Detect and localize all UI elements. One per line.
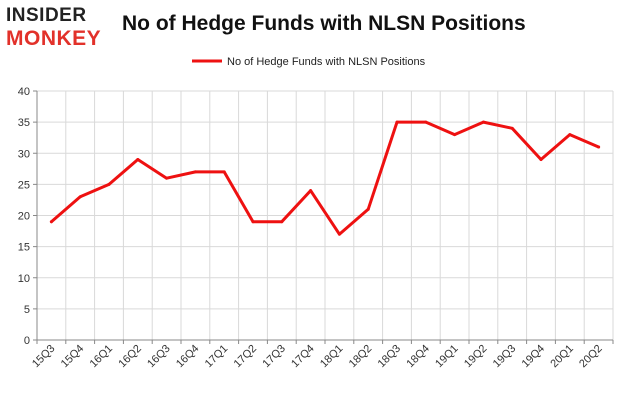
y-tick-label: 30 xyxy=(18,148,30,160)
y-tick-label: 5 xyxy=(24,304,30,316)
x-tick-label: 19Q2 xyxy=(462,343,490,371)
data-point xyxy=(337,232,341,236)
data-point xyxy=(395,120,399,124)
x-tick-label: 16Q2 xyxy=(116,343,144,371)
data-point xyxy=(49,220,53,224)
x-tick-label: 17Q2 xyxy=(232,343,260,371)
x-tick-label: 20Q1 xyxy=(548,343,576,371)
x-tick-label: 16Q1 xyxy=(88,343,116,371)
data-point xyxy=(193,170,197,174)
data-point xyxy=(568,133,572,137)
data-point xyxy=(453,133,457,137)
x-tick-label: 19Q3 xyxy=(491,343,519,371)
x-tick-label: 18Q1 xyxy=(318,343,346,371)
x-tick-label: 19Q4 xyxy=(520,343,548,371)
data-point xyxy=(107,182,111,186)
x-axis-ticks: 15Q3 15Q4 16Q1 16Q2 16Q3 16Q4 17Q1 17Q2 17Q3 17Q4… xyxy=(30,340,614,371)
y-tick-label: 25 xyxy=(18,179,30,191)
data-point xyxy=(280,220,284,224)
legend: No of Hedge Funds with NLSN Positions xyxy=(192,56,426,68)
data-point xyxy=(78,195,82,199)
x-tick-label: 19Q1 xyxy=(433,343,461,371)
chart-title: No of Hedge Funds with NLSN Positions xyxy=(122,12,526,35)
x-tick-label: 15Q4 xyxy=(59,343,87,371)
data-point xyxy=(510,126,514,130)
x-tick-label: 17Q1 xyxy=(203,343,231,371)
x-tick-label: 20Q2 xyxy=(577,343,605,371)
x-tick-label: 18Q2 xyxy=(347,343,375,371)
data-point xyxy=(481,120,485,124)
y-tick-label: 0 xyxy=(24,335,30,347)
data-point xyxy=(366,207,370,211)
legend-label: No of Hedge Funds with NLSN Positions xyxy=(227,56,426,68)
data-point xyxy=(424,120,428,124)
logo-text-insider: INSIDER xyxy=(6,5,87,26)
x-tick-label: 18Q3 xyxy=(376,343,404,371)
series-layer xyxy=(49,120,601,236)
data-point xyxy=(251,220,255,224)
y-tick-label: 40 xyxy=(18,86,30,98)
y-tick-label: 35 xyxy=(18,117,30,129)
y-axis-ticks: 0 5 10 15 20 25 30 35 40 xyxy=(18,86,37,347)
data-point xyxy=(165,176,169,180)
y-tick-label: 15 xyxy=(18,242,30,254)
data-point xyxy=(222,170,226,174)
gridlines xyxy=(36,90,614,340)
series-line xyxy=(49,120,601,236)
insider-monkey-logo: INSIDER MONKEY xyxy=(6,6,112,52)
logo-text-monkey: MONKEY xyxy=(6,27,102,50)
x-tick-label: 16Q3 xyxy=(145,343,173,371)
y-tick-label: 10 xyxy=(18,273,30,285)
data-point xyxy=(597,145,601,149)
data-point xyxy=(136,157,140,161)
x-tick-label: 16Q4 xyxy=(174,343,202,371)
x-tick-label: 17Q3 xyxy=(260,343,288,371)
x-tick-label: 15Q3 xyxy=(30,343,58,371)
data-point xyxy=(309,189,313,193)
y-tick-label: 20 xyxy=(18,211,30,223)
data-point xyxy=(539,157,543,161)
x-tick-label: 18Q4 xyxy=(404,343,432,371)
x-tick-label: 17Q4 xyxy=(289,343,317,371)
